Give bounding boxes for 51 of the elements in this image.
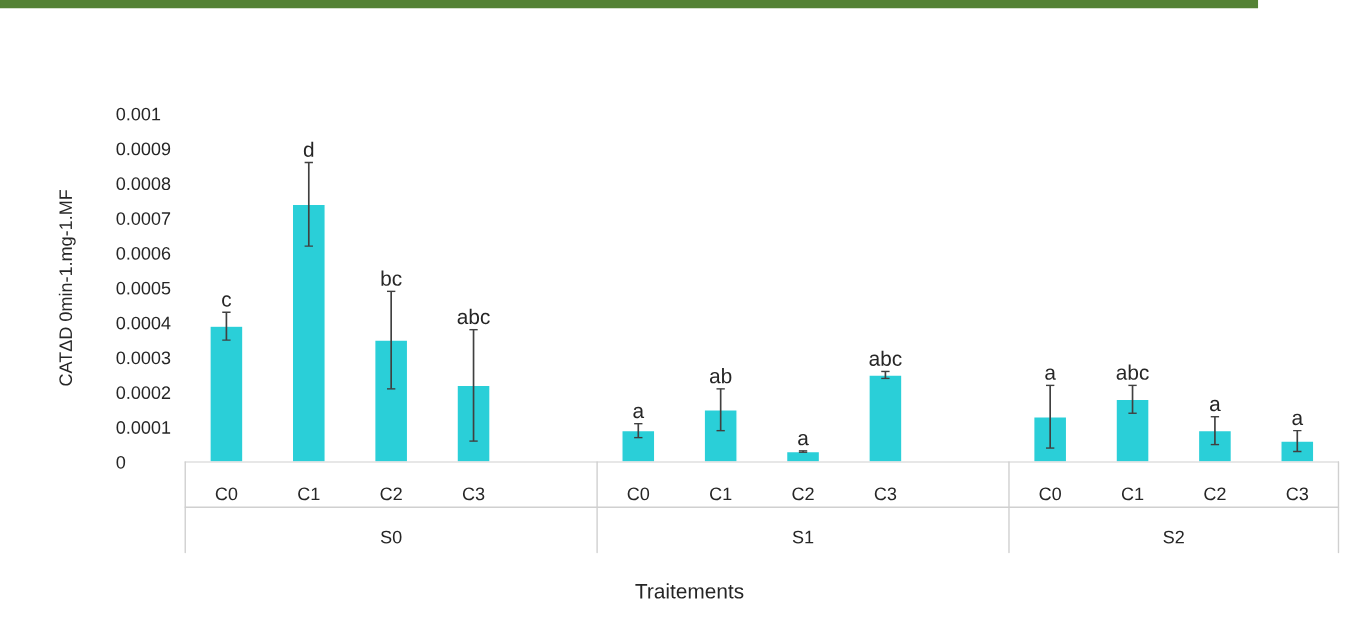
bar xyxy=(868,374,903,462)
y-tick-label: 0 xyxy=(116,455,126,469)
data-label: a xyxy=(633,406,645,419)
y-tick-label: 0.0007 xyxy=(116,212,171,225)
bar xyxy=(1032,416,1068,462)
bar xyxy=(291,203,326,462)
y-tick-label: 0.0009 xyxy=(116,142,171,156)
y-tick-label: 0.0005 xyxy=(116,281,171,295)
bar xyxy=(456,384,491,462)
data-label: c xyxy=(222,295,232,307)
bar xyxy=(621,429,656,462)
y-tick-label: 0.0004 xyxy=(116,316,171,330)
x-axis-title: Traitements xyxy=(635,583,744,599)
text: S2 xyxy=(1163,530,1184,544)
bar xyxy=(703,409,738,462)
data-label: a xyxy=(1210,399,1221,412)
x-tick-label: C1 xyxy=(710,487,732,501)
x-tick-label: C0 xyxy=(1039,487,1061,501)
text: S0 xyxy=(380,530,402,544)
x-tick-label: C1 xyxy=(298,487,320,501)
bar xyxy=(1197,429,1233,462)
data-label: abc xyxy=(457,308,490,325)
data-label: ab xyxy=(709,368,732,384)
x-tick-label: C1 xyxy=(1121,487,1144,501)
x-tick-label: C3 xyxy=(462,487,485,501)
y-tick-label: 0.0006 xyxy=(116,246,171,260)
bar xyxy=(1280,440,1315,462)
data-label: a xyxy=(1292,413,1304,426)
x-tick-label: C3 xyxy=(1286,487,1309,501)
y-axis-title: CATΔD 0min-1.mg-1.MF xyxy=(58,189,76,386)
y-tick-label: 0.001 xyxy=(116,107,161,121)
data-label: bc xyxy=(381,270,402,286)
y-tick-label: 0.0001 xyxy=(116,421,171,434)
x-tick-label: C3 xyxy=(874,487,897,501)
x-tick-label: C0 xyxy=(627,487,650,501)
data-label: abc xyxy=(1116,364,1149,380)
data-label: a xyxy=(798,433,809,446)
text: S1 xyxy=(792,530,814,544)
bar xyxy=(209,325,244,462)
x-tick-label: C2 xyxy=(1204,487,1226,501)
x-tick-label: C0 xyxy=(215,487,238,501)
data-label: d xyxy=(303,141,314,157)
bar xyxy=(1115,398,1150,462)
x-tick-label: C2 xyxy=(792,487,814,501)
y-tick-label: 0.0008 xyxy=(116,177,171,191)
data-label: a xyxy=(1045,368,1056,380)
bar xyxy=(373,339,409,462)
y-tick-label: 0.0002 xyxy=(116,386,171,400)
y-tick-label: 0.0003 xyxy=(116,351,171,365)
data-label: abc xyxy=(869,350,902,366)
x-tick-label: C2 xyxy=(380,487,402,501)
